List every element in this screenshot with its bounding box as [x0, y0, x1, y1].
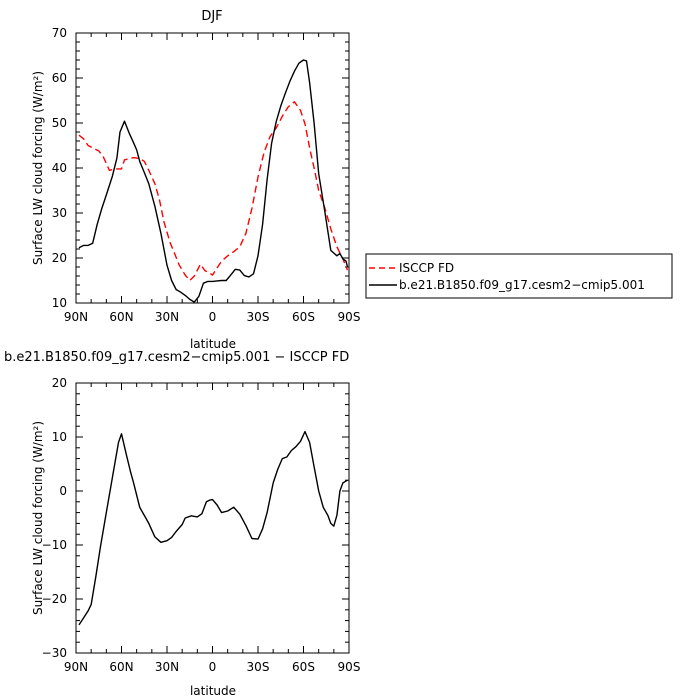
- bottom-x-axis-label: latitude: [190, 684, 236, 698]
- top-plot-frame: [75, 32, 350, 304]
- bottom-panel: b.e21.B1850.f09_g17.cesm2−cmip5.001 − IS…: [4, 350, 360, 698]
- top-x-tick-label: 90N: [64, 310, 88, 324]
- bottom-x-tick-label: 60N: [109, 660, 133, 674]
- top-y-tick-label: 40: [52, 161, 67, 175]
- top-y-axis-label: Surface LW cloud forcing (W/m²): [31, 71, 45, 265]
- top-y-tick-label: 30: [52, 206, 67, 220]
- legend: ISCCP FD b.e21.B1850.f09_g17.cesm2−cmip5…: [365, 253, 673, 299]
- bottom-x-tick-label: 90S: [338, 660, 361, 674]
- bottom-y-tick-label: −10: [42, 538, 67, 552]
- top-x-tick-label: 60N: [109, 310, 133, 324]
- top-y-tick-label: 10: [52, 296, 67, 310]
- bottom-y-tick-label: −20: [42, 592, 67, 606]
- bottom-x-tick-label: 30S: [247, 660, 270, 674]
- bottom-axes: 90N 60N 30N 0 30S 60S 90S −30 −20 −10 0 10 20: [42, 376, 361, 674]
- top-y-tick-label: 70: [52, 26, 67, 40]
- bottom-y-tick-label: 10: [52, 430, 67, 444]
- bottom-x-tick-label: 0: [209, 660, 217, 674]
- top-chart-title: DJF: [201, 9, 222, 24]
- top-x-axis-label: latitude: [190, 337, 236, 351]
- top-y-tick-label: 50: [52, 116, 67, 130]
- bottom-x-tick-label: 30N: [155, 660, 179, 674]
- bottom-plot-lines: [78, 430, 348, 626]
- top-y-tick-label: 60: [52, 71, 67, 85]
- top-x-tick-label: 30N: [155, 310, 179, 324]
- bottom-x-tick-label: 90N: [64, 660, 88, 674]
- top-axes: 90N 60N 30N 0 30S 60S 90S 10 20 30 40 50 60 70: [52, 26, 361, 324]
- bottom-series-line-0: [78, 430, 348, 626]
- top-plot-lines: [78, 59, 349, 303]
- top-x-tick-label: 60S: [292, 310, 315, 324]
- top-y-tick-label: 20: [52, 251, 67, 265]
- top-panel: DJF Surface LW cloud forcing (W/m²) lati…: [31, 9, 360, 351]
- bottom-y-tick-label: 20: [52, 376, 67, 390]
- top-x-tick-label: 90S: [338, 310, 361, 324]
- top-x-tick-label: 30S: [247, 310, 270, 324]
- legend-box: [365, 253, 673, 299]
- bottom-y-axis-label: Surface LW cloud forcing (W/m²): [31, 421, 45, 615]
- bottom-y-tick-label: −30: [42, 646, 67, 660]
- top-x-tick-label: 0: [209, 310, 217, 324]
- legend-label-cesm2: b.e21.B1850.f09_g17.cesm2−cmip5.001: [399, 278, 645, 292]
- legend-label-isccp: ISCCP FD: [399, 261, 454, 275]
- top-series-line-1: [78, 59, 349, 303]
- bottom-plot-frame: [75, 382, 350, 654]
- bottom-y-tick-label: 0: [59, 484, 67, 498]
- bottom-chart-title: b.e21.B1850.f09_g17.cesm2−cmip5.001 − IS…: [4, 350, 349, 365]
- bottom-x-tick-label: 60S: [292, 660, 315, 674]
- top-series-line-0: [78, 101, 349, 282]
